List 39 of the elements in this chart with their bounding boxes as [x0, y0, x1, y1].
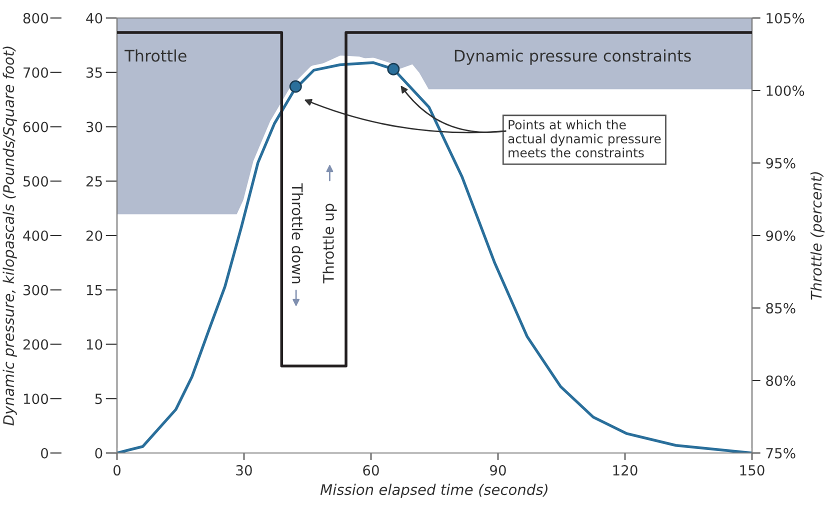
x-tick-label: 90: [490, 465, 506, 476]
y2-axis-title: Throttle (percent): [810, 172, 825, 300]
y3-tick-label: 100: [24, 394, 48, 404]
y2-tick-label: 85%: [766, 302, 796, 314]
x-axis-title: Mission elapsed time (seconds): [320, 484, 548, 498]
annotation: Dynamic pressure constraints: [454, 49, 691, 65]
y-tick-label: 20: [86, 230, 102, 241]
y2-tick-label: 95%: [766, 158, 796, 168]
y3-tick-label: 600: [23, 122, 48, 132]
y-tick-label: 0: [95, 448, 102, 458]
y3-tick-label: 300: [23, 284, 48, 296]
y-tick-label: 25: [86, 176, 102, 187]
y2-tick-label: 90%: [766, 230, 796, 241]
y-tick-label: 35: [86, 67, 102, 78]
y-tick-label: 40: [86, 12, 102, 24]
x-tick-label: 150: [740, 465, 764, 476]
annotation: Throttle down: [292, 183, 304, 284]
y3-tick-label: 500: [24, 176, 48, 187]
y2-tick-label: 100%: [766, 85, 804, 96]
y-tick-label: 15: [86, 285, 102, 296]
y2-tick-label: 105%: [766, 12, 804, 24]
annotation: Points at which the actual dynamic pressure meets the constraints: [508, 120, 661, 158]
x-tick-label: 30: [236, 465, 252, 476]
x-tick-label: 60: [363, 465, 379, 476]
x-tick-label: 120: [613, 465, 638, 476]
annotation: Throttle up: [322, 204, 337, 284]
y3-tick-label: 0: [41, 448, 48, 458]
y-tick-label: 30: [86, 122, 102, 132]
x-tick-label: 0: [113, 465, 120, 476]
y3-tick-label: 200: [23, 339, 48, 350]
y-axis-title: Dynamic pressure, kilopascals (Pounds/Square foot): [2, 46, 17, 426]
y2-tick-label: 75%: [766, 448, 796, 458]
y-tick-label: 10: [86, 339, 102, 350]
annotation: Throttle: [124, 49, 186, 62]
y2-tick-label: 80%: [766, 375, 796, 386]
y3-tick-label: 800: [23, 12, 48, 24]
y3-tick-label: 400: [23, 230, 48, 241]
y3-tick-label: 700: [24, 67, 48, 78]
y-tick-label: 5: [95, 394, 102, 404]
